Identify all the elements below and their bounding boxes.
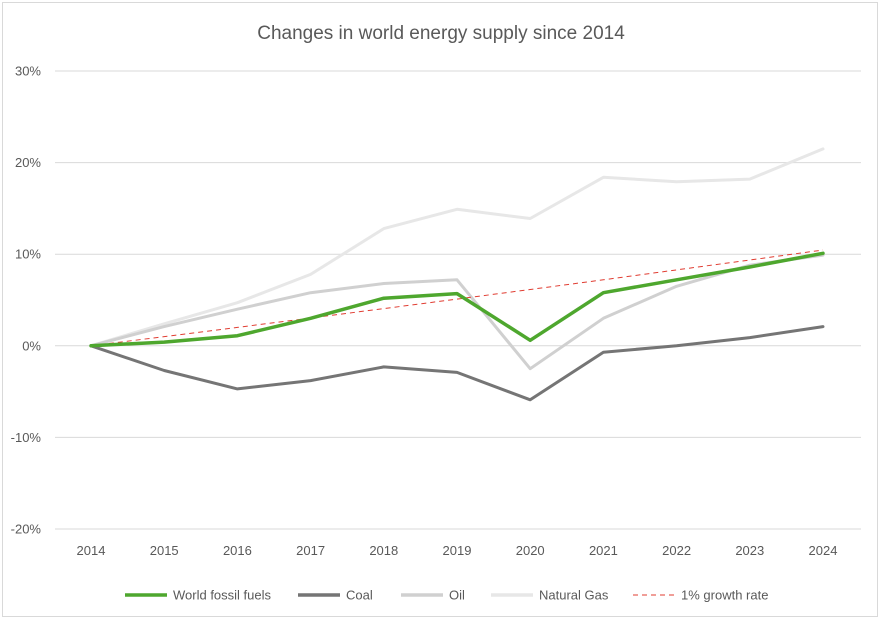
legend-item-coal: Coal [298, 588, 373, 603]
legend-label: World fossil fuels [173, 588, 272, 603]
series-line-world-fossil-fuels [89, 251, 825, 348]
x-tick-label: 2014 [77, 543, 106, 558]
y-tick-label: -10% [11, 430, 42, 445]
y-tick-label: 0% [22, 338, 41, 353]
x-tick-label: 2021 [589, 543, 618, 558]
x-tick-label: 2017 [296, 543, 325, 558]
legend-item-world-fossil-fuels: World fossil fuels [125, 588, 272, 603]
series-coal [89, 325, 825, 402]
y-tick-label: -20% [11, 522, 42, 537]
legend-item-natural-gas: Natural Gas [491, 588, 609, 603]
legend-label: 1% growth rate [681, 588, 768, 603]
x-tick-label: 2016 [223, 543, 252, 558]
y-axis-tick-labels: 30% 20% 10% 0% -10% -20% [11, 64, 42, 537]
series-line-1-growth-rate [90, 249, 824, 347]
legend-label: Oil [449, 588, 465, 603]
series-oil [89, 253, 825, 371]
series-line-coal [89, 325, 825, 402]
x-tick-label: 2023 [735, 543, 764, 558]
x-tick-label: 2024 [809, 543, 838, 558]
line-chart: Changes in world energy supply since 201… [11, 23, 861, 603]
y-tick-label: 20% [15, 155, 41, 170]
series-lines [89, 147, 825, 402]
x-tick-label: 2019 [443, 543, 472, 558]
legend-item-1-growth-rate: 1% growth rate [633, 588, 768, 603]
x-tick-label: 2020 [516, 543, 545, 558]
series-world-fossil-fuels [89, 251, 825, 348]
series-1-growth-rate [90, 249, 824, 347]
x-tick-label: 2022 [662, 543, 691, 558]
series-natural-gas [89, 147, 825, 348]
legend-label: Coal [346, 588, 373, 603]
y-tick-label: 30% [15, 64, 41, 79]
gridlines [55, 70, 861, 530]
y-tick-label: 10% [15, 247, 41, 262]
x-tick-label: 2015 [150, 543, 179, 558]
legend-item-oil: Oil [401, 588, 465, 603]
x-tick-label: 2018 [369, 543, 398, 558]
legend-label: Natural Gas [539, 588, 609, 603]
x-axis-tick-labels: 2014 2015 2016 2017 2018 2019 2020 2021 2022 2023… [77, 543, 838, 558]
series-line-natural-gas [89, 147, 825, 348]
series-line-oil [89, 253, 825, 371]
legend: World fossil fuels Coal Oil Natural Gas 1% g… [125, 588, 768, 603]
chart-title: Changes in world energy supply since 201… [257, 23, 625, 44]
